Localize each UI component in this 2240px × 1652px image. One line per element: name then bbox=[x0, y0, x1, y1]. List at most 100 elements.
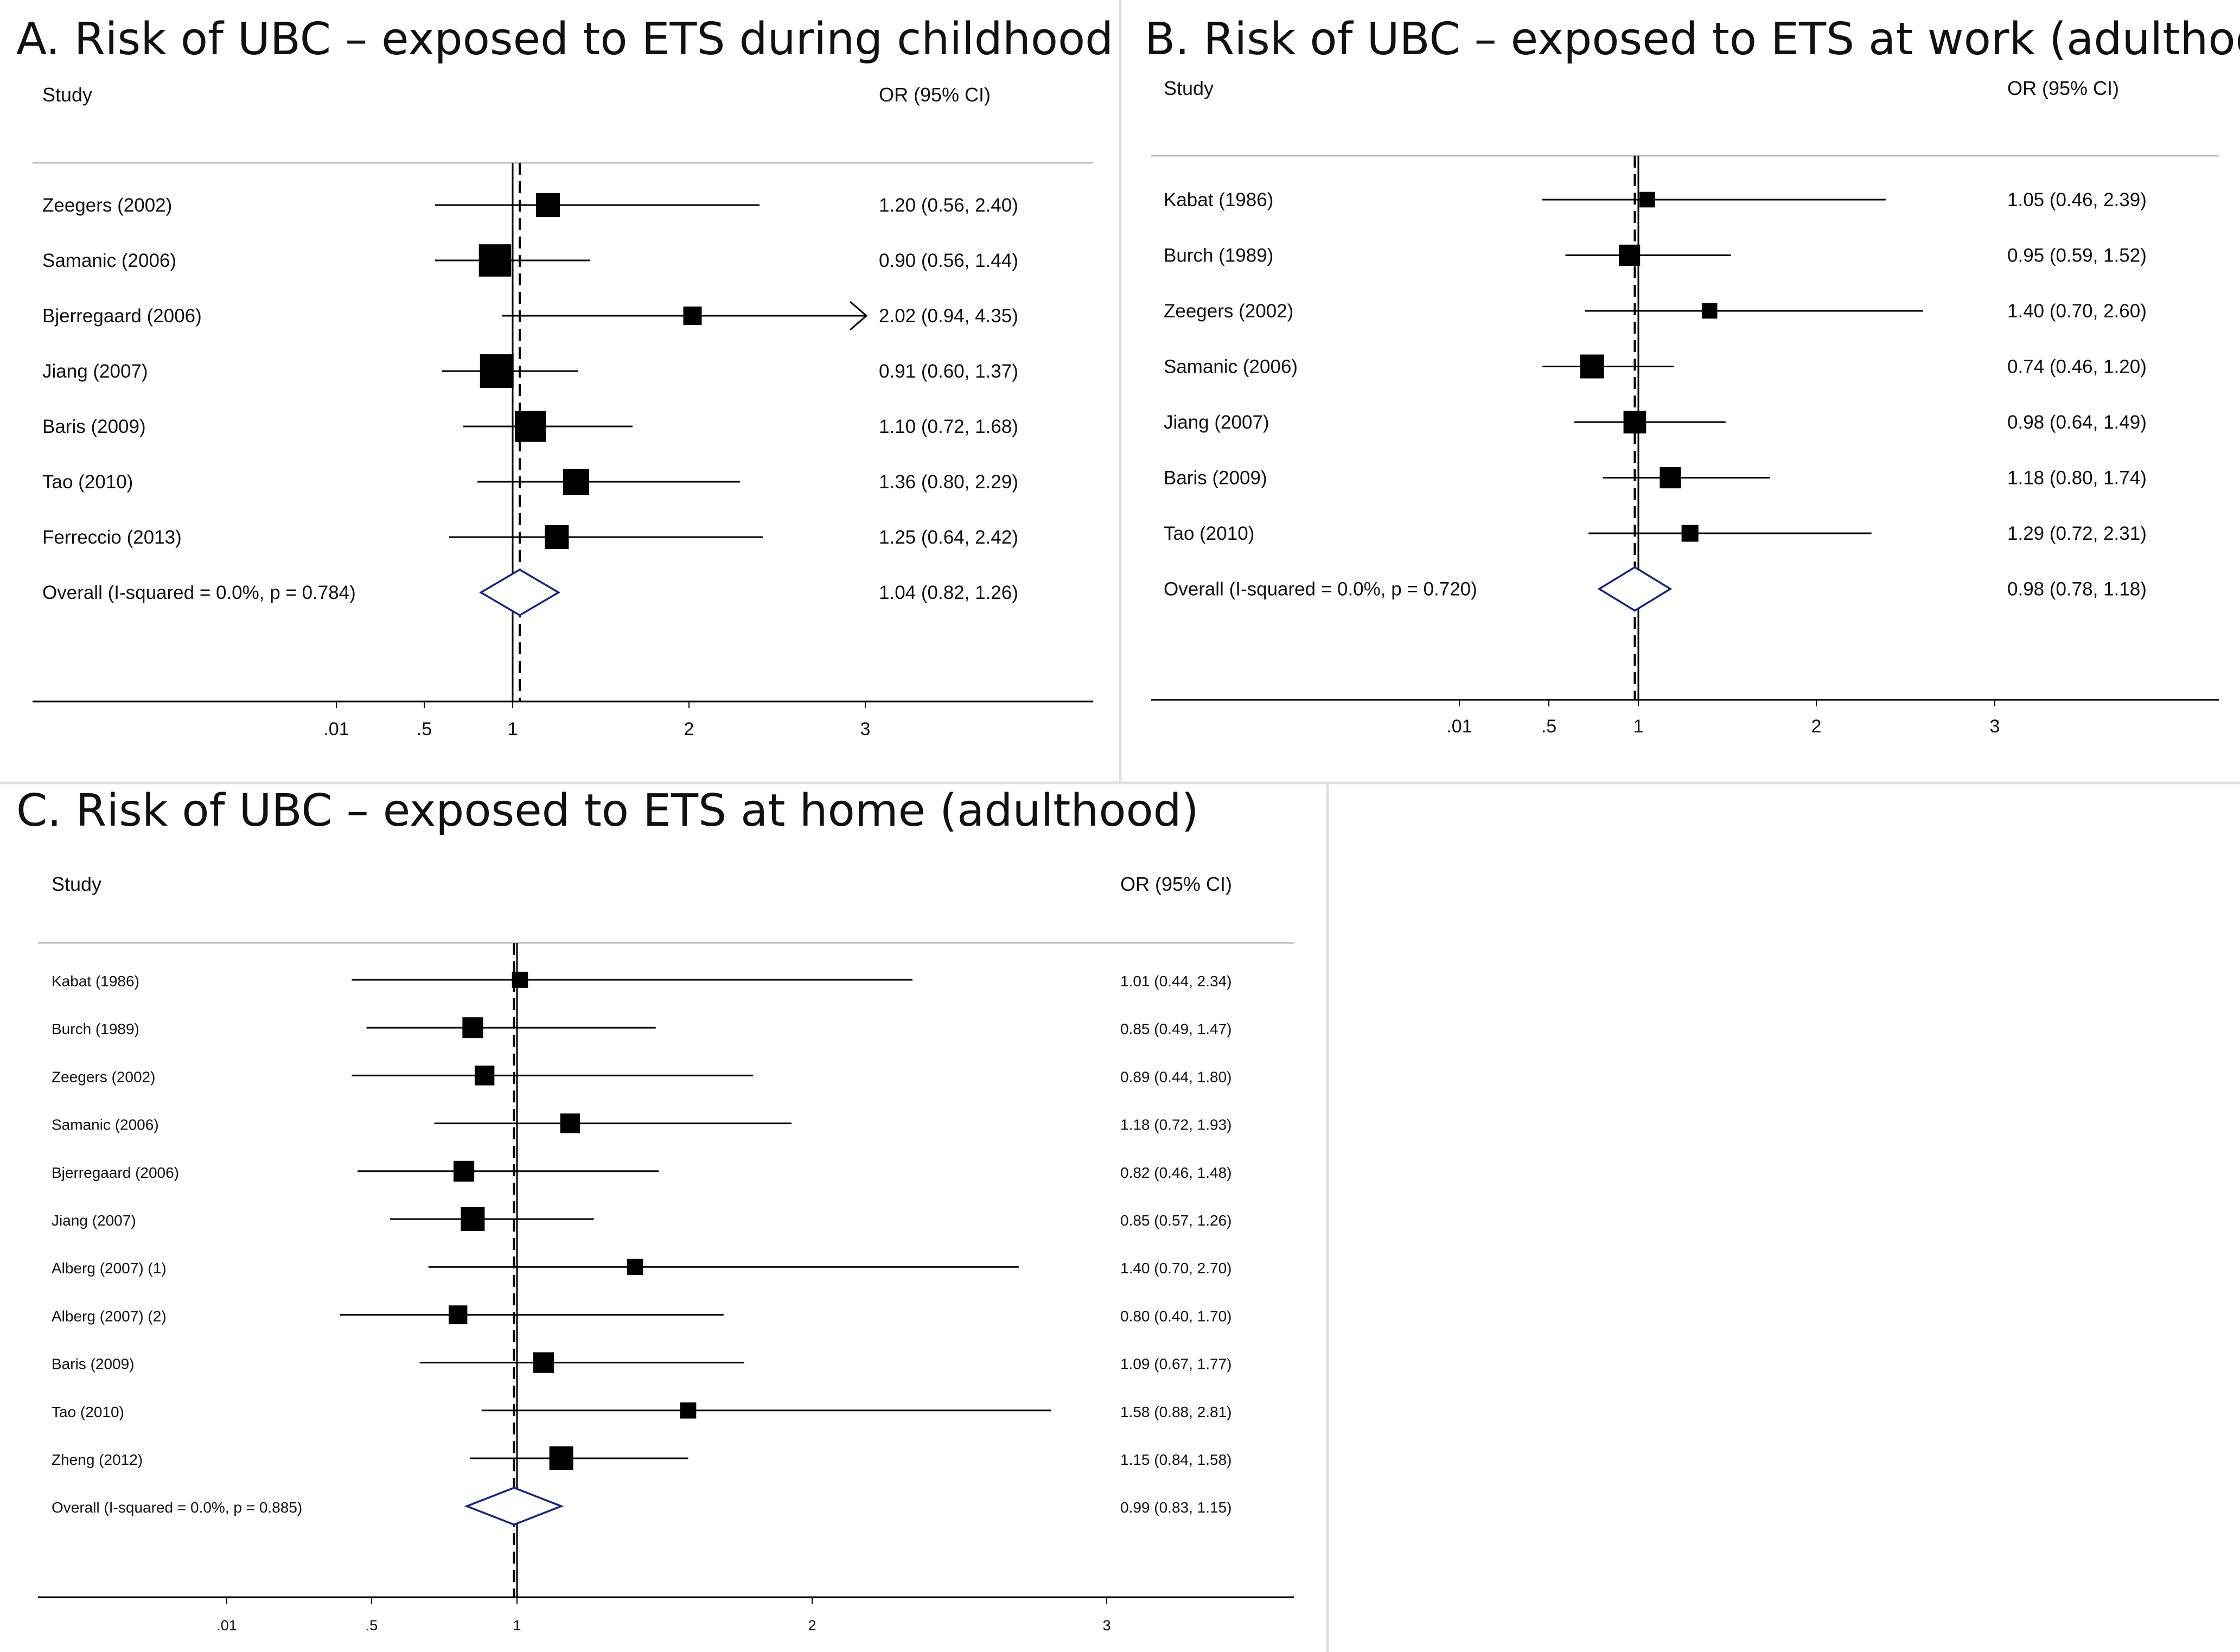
point-estimate-box bbox=[1623, 411, 1647, 433]
study-or-value: 1.58 (0.88, 2.81) bbox=[1120, 1404, 1231, 1420]
overall-label: Overall (I-squared = 0.0%, p = 0.720) bbox=[1164, 579, 1477, 600]
x-tick-label: 2 bbox=[808, 1617, 816, 1634]
study-row: Zheng (2012) 1.15 (0.84, 1.58) bbox=[52, 1446, 1231, 1470]
point-estimate-box bbox=[454, 1160, 475, 1182]
point-estimate-box bbox=[545, 525, 569, 550]
panel-title: B. Risk of UBC – exposed to ETS at work … bbox=[1145, 14, 2240, 65]
study-or-value: 1.15 (0.84, 1.58) bbox=[1120, 1451, 1231, 1468]
point-estimate-box bbox=[461, 1207, 485, 1231]
study-label: Samanic (2006) bbox=[42, 250, 176, 271]
point-estimate-box bbox=[563, 469, 589, 495]
overall-row: Overall (I-squared = 0.0%, p = 0.885) 0.9… bbox=[52, 1487, 1231, 1526]
overall-diamond bbox=[464, 1487, 564, 1526]
study-row: Kabat (1986) 1.05 (0.46, 2.39) bbox=[1164, 189, 2147, 211]
study-or-value: 0.98 (0.64, 1.49) bbox=[2007, 412, 2147, 433]
study-label: Baris (2009) bbox=[42, 416, 146, 437]
point-estimate-box bbox=[560, 1113, 580, 1133]
x-tick-label: 2 bbox=[1811, 716, 1822, 737]
study-row: Samanic (2006) 0.74 (0.46, 1.20) bbox=[1164, 354, 2147, 379]
study-label: Samanic (2006) bbox=[52, 1117, 159, 1133]
study-or-value: 1.40 (0.70, 2.70) bbox=[1120, 1260, 1231, 1277]
study-row: Tao (2010) 1.29 (0.72, 2.31) bbox=[1164, 523, 2147, 544]
study-row: Alberg (2007) (1) 1.40 (0.70, 2.70) bbox=[52, 1259, 1231, 1277]
study-or-value: 1.10 (0.72, 1.68) bbox=[879, 416, 1018, 437]
point-estimate-box bbox=[627, 1259, 643, 1275]
study-row: Bjerregaard (2006) 0.82 (0.46, 1.48) bbox=[52, 1160, 1231, 1182]
study-or-value: 0.80 (0.40, 1.70) bbox=[1120, 1307, 1231, 1324]
study-row: Samanic (2006) 1.18 (0.72, 1.93) bbox=[52, 1113, 1231, 1133]
point-estimate-box bbox=[1580, 354, 1604, 379]
study-or-value: 0.74 (0.46, 1.20) bbox=[2007, 356, 2147, 378]
study-or-value: 0.85 (0.49, 1.47) bbox=[1120, 1020, 1231, 1037]
study-row: Jiang (2007) 0.98 (0.64, 1.49) bbox=[1164, 411, 2147, 433]
point-estimate-box bbox=[535, 193, 560, 218]
column-header-study: Study bbox=[42, 84, 92, 106]
study-row: Bjerregaard (2006) 2.02 (0.94, 4.35) bbox=[42, 301, 1018, 331]
study-row: Baris (2009) 1.09 (0.67, 1.77) bbox=[52, 1352, 1231, 1373]
point-estimate-box bbox=[549, 1446, 573, 1470]
study-label: Zeegers (2002) bbox=[1164, 301, 1293, 322]
study-row: Zeegers (2002) 0.89 (0.44, 1.80) bbox=[52, 1066, 1231, 1086]
x-tick-label: 1 bbox=[1633, 716, 1644, 737]
column-header-effect: OR (95% CI) bbox=[2007, 77, 2119, 99]
study-label: Ferreccio (2013) bbox=[42, 527, 182, 548]
study-or-value: 0.82 (0.46, 1.48) bbox=[1120, 1164, 1231, 1181]
study-label: Tao (2010) bbox=[52, 1404, 124, 1420]
point-estimate-box bbox=[448, 1305, 468, 1324]
x-tick-label: .5 bbox=[417, 719, 432, 739]
study-label: Bjerregaard (2006) bbox=[42, 305, 202, 327]
column-header-study: Study bbox=[52, 873, 101, 895]
study-or-value: 1.18 (0.72, 1.93) bbox=[1120, 1117, 1231, 1133]
x-tick-label: 1 bbox=[508, 719, 518, 739]
x-tick-label: .01 bbox=[216, 1617, 237, 1634]
study-row: Baris (2009) 1.18 (0.80, 1.74) bbox=[1164, 467, 2147, 489]
study-row: Jiang (2007) 0.91 (0.60, 1.37) bbox=[42, 354, 1018, 388]
point-estimate-box bbox=[680, 1402, 697, 1419]
study-row: Alberg (2007) (2) 0.80 (0.40, 1.70) bbox=[52, 1305, 1231, 1324]
overall-row: Overall (I-squared = 0.0%, p = 0.784) 1.0… bbox=[42, 568, 1018, 617]
x-tick-label: .01 bbox=[1446, 716, 1472, 737]
study-label: Jiang (2007) bbox=[1164, 412, 1269, 433]
column-header-study: Study bbox=[1164, 77, 1214, 99]
study-label: Burch (1989) bbox=[1164, 245, 1273, 266]
overall-diamond bbox=[479, 568, 560, 617]
study-label: Alberg (2007) (1) bbox=[52, 1260, 167, 1277]
study-label: Burch (1989) bbox=[52, 1020, 139, 1037]
point-estimate-box bbox=[478, 244, 512, 277]
study-or-value: 1.01 (0.44, 2.34) bbox=[1120, 973, 1231, 990]
ci-arrow-right bbox=[850, 301, 868, 331]
study-row: Tao (2010) 1.58 (0.88, 2.81) bbox=[52, 1402, 1231, 1420]
point-estimate-box bbox=[474, 1066, 495, 1086]
panel-c: C. Risk of UBC – exposed to ETS at home … bbox=[16, 785, 1294, 1634]
study-label: Baris (2009) bbox=[52, 1356, 135, 1373]
study-label: Kabat (1986) bbox=[52, 973, 139, 990]
study-label: Zeegers (2002) bbox=[52, 1068, 155, 1085]
x-tick-label: 3 bbox=[860, 719, 871, 739]
study-row: Tao (2010) 1.36 (0.80, 2.29) bbox=[42, 469, 1018, 495]
study-row: Zeegers (2002) 1.20 (0.56, 2.40) bbox=[42, 193, 1018, 218]
panel-title: A. Risk of UBC – exposed to ETS during c… bbox=[16, 14, 1113, 65]
point-estimate-box bbox=[514, 411, 546, 442]
study-row: Samanic (2006) 0.90 (0.56, 1.44) bbox=[42, 244, 1018, 277]
x-tick-label: 1 bbox=[513, 1617, 521, 1634]
study-row: Burch (1989) 0.85 (0.49, 1.47) bbox=[52, 1017, 1231, 1038]
overall-or-value: 0.98 (0.78, 1.18) bbox=[2007, 579, 2147, 600]
x-tick-label: .5 bbox=[366, 1617, 378, 1634]
study-label: Kabat (1986) bbox=[1164, 189, 1273, 211]
study-label: Alberg (2007) (2) bbox=[52, 1307, 167, 1324]
point-estimate-box bbox=[1618, 244, 1641, 266]
study-or-value: 0.91 (0.60, 1.37) bbox=[879, 361, 1018, 382]
x-tick-label: 2 bbox=[684, 719, 694, 739]
point-estimate-box bbox=[480, 354, 514, 388]
point-estimate-box bbox=[533, 1352, 554, 1373]
column-header-effect: OR (95% CI) bbox=[1120, 873, 1232, 895]
column-header-effect: OR (95% CI) bbox=[879, 84, 991, 106]
overall-row: Overall (I-squared = 0.0%, p = 0.720) 0.9… bbox=[1164, 566, 2147, 612]
study-label: Tao (2010) bbox=[42, 471, 133, 493]
x-tick-label: 3 bbox=[1102, 1617, 1111, 1634]
study-row: Zeegers (2002) 1.40 (0.70, 2.60) bbox=[1164, 301, 2147, 322]
overall-label: Overall (I-squared = 0.0%, p = 0.885) bbox=[52, 1499, 302, 1516]
panel-a: A. Risk of UBC – exposed to ETS during c… bbox=[16, 14, 1113, 739]
study-label: Jiang (2007) bbox=[52, 1212, 136, 1229]
